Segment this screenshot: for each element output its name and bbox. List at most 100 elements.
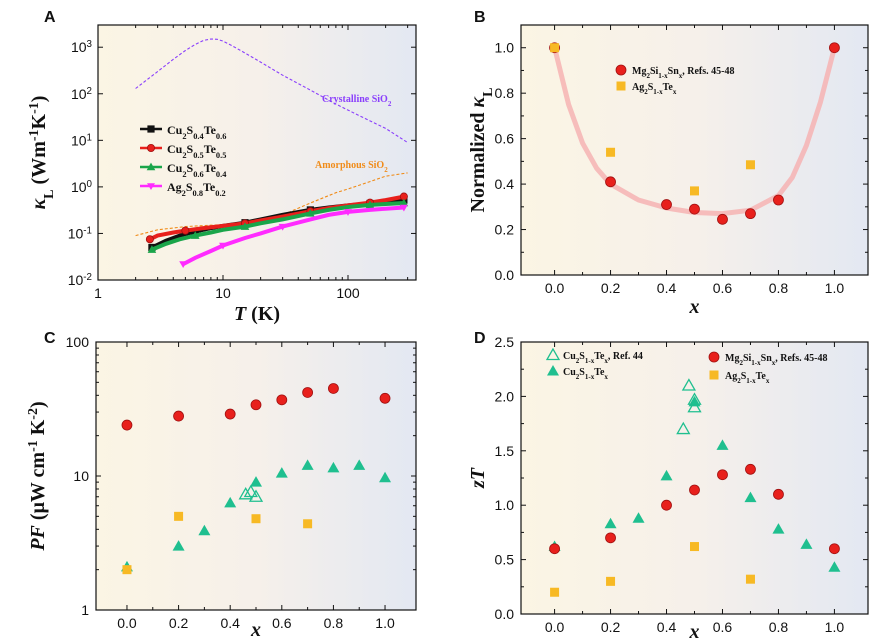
panel-b-point-mg-3 <box>689 203 700 215</box>
panel-a-annotation-crystalline: Crystalline SiO2 <box>322 94 392 108</box>
panel-d-point-0-1 <box>681 378 697 391</box>
panel-b-background <box>521 25 868 275</box>
panel-b-point-ag-1 <box>606 147 616 157</box>
panel-b-xtick-4: 0.8 <box>769 280 789 296</box>
panel-c-point-0-4 <box>276 394 288 406</box>
panel-b-point-mg-7 <box>829 42 840 54</box>
panel-b-legend-marker-ag <box>616 81 626 91</box>
panel-c-point-3-2 <box>251 514 261 524</box>
panel-a-ylabel: κL (Wm-1K-1) <box>27 96 57 210</box>
panel-d-point-2-6 <box>773 488 784 500</box>
panel-c-point-3-1 <box>174 511 184 521</box>
panel-b-ytick-5: 1.0 <box>495 40 515 56</box>
panel-a-ytick-5: 103 <box>71 39 93 56</box>
panel-c-xtick-3: 0.6 <box>272 615 292 631</box>
panel-d-legend-marker-cu <box>547 365 559 376</box>
panel-a-annotation-amorphous: Amorphous SiO2 <box>315 160 388 174</box>
panel-d-point-2-4 <box>717 469 728 481</box>
panel-d-xlabel: x <box>689 621 700 643</box>
panel-b-legend-marker-mg <box>615 64 627 76</box>
panel-b-point-mg-5 <box>745 208 756 220</box>
panel-d-point-0-0 <box>676 421 691 435</box>
panel-d-point-3-2 <box>690 542 699 552</box>
panel-d-legend-label-mg: Mg2Si1-xSnx, Refs. 45-48 <box>725 353 827 367</box>
panel-a-legend-label-4: Cu2S0.6Te0.4 <box>167 161 227 179</box>
panel-b-ytick-3: 0.6 <box>495 131 515 147</box>
panel-b-point-ag-0 <box>550 43 560 53</box>
panel-c-point-1-1 <box>172 540 185 551</box>
panel-a-series-line-3 <box>149 194 405 242</box>
panel-a-xtick-2: 100 <box>336 285 360 301</box>
panel-b-xlabel: x <box>689 296 700 318</box>
panel-c-point-1-6 <box>301 459 314 470</box>
panel-b-point-ag-2 <box>690 186 699 196</box>
panel-d-point-3-3 <box>745 574 755 584</box>
panel-b-legend-label-mg: Mg2Si1-xSnx, Refs. 45-48 <box>632 66 734 80</box>
panel-a-point-4-14 <box>399 198 409 207</box>
panel-c-point-3-3 <box>303 519 313 529</box>
panel-c-ytick-1: 10 <box>73 468 89 484</box>
panel-d-point-0-3 <box>687 392 702 405</box>
panel-c-point-1-4 <box>250 476 262 487</box>
panel-b-point-mg-1 <box>605 176 616 188</box>
panel-d-ytick-2: 1.0 <box>495 497 515 513</box>
panel-a-legend-marker-5 <box>147 183 155 190</box>
panel-c-ytick-2: 100 <box>66 334 90 350</box>
panel-b-legend-label-ag: Ag2S1-xTex <box>632 82 677 96</box>
panel-a-ytick-3: 101 <box>71 132 92 149</box>
panel-a-label: A <box>44 9 56 26</box>
panel-d-legend-label-ref44: Cu2S1-xTex, Ref. 44 <box>563 351 643 365</box>
panel-d-xtick-1: 0.2 <box>601 619 621 635</box>
panel-a-point-5-0 <box>179 261 188 269</box>
panel-d-point-3-1 <box>606 576 616 586</box>
panel-b-point-mg-4 <box>717 213 728 225</box>
panel-d-background <box>521 342 868 614</box>
panel-d-point-1-8 <box>800 538 813 549</box>
panel-a-point-5-6 <box>278 223 287 231</box>
panel-c-xtick-1: 0.2 <box>169 615 189 631</box>
panel-a-point-5-12 <box>399 204 408 212</box>
panel-c-point-1-5 <box>275 467 288 478</box>
panel-d-point-1-7 <box>772 523 785 534</box>
panel-d-legend-label-cu: Cu2S1-xTex <box>563 367 608 381</box>
panel-d-ytick-1: 0.5 <box>495 552 515 568</box>
panel-b-xtick-1: 0.2 <box>601 280 621 296</box>
panel-b-ylabel: Normalized κL <box>467 88 496 213</box>
panel-d: 0.0 0.2 0.4 0.6 0.8 1.0 0.0 0.5 1.0 1.5 2.0 2.5 Cu2S… <box>467 330 869 643</box>
panel-b-frame <box>520 24 869 276</box>
panel-c-point-0-7 <box>379 392 391 404</box>
panel-c-point-0-5 <box>302 387 314 398</box>
panel-a-series-line-4 <box>151 201 405 252</box>
panel-a-legend-label-3: Cu2S0.5Te0.5 <box>167 142 226 160</box>
panel-c-background <box>96 342 416 610</box>
panel-a-point-4-6 <box>240 222 250 230</box>
panel-c-point-0-6 <box>328 383 339 394</box>
panel-a-point-3-0 <box>145 235 154 244</box>
panel-c-point-0-2 <box>224 408 236 420</box>
panel-c-point-1-9 <box>379 471 392 483</box>
panel-c-point-0-0 <box>121 419 133 431</box>
panel-b-xtick-5: 1.0 <box>825 280 845 296</box>
panel-a-legend-label-5: Ag2S0.8Te0.2 <box>167 180 226 198</box>
panel-c-frame <box>95 341 417 611</box>
panel-b-ytick-1: 0.2 <box>495 222 515 238</box>
panel-c-ytick-0: 1 <box>81 602 89 618</box>
panel-b-ytick-0: 0.0 <box>495 267 515 283</box>
panel-a-ytick-4: 102 <box>71 85 92 102</box>
panel-c-point-0-1 <box>173 410 184 422</box>
panel-b-point-mg-6 <box>773 194 784 206</box>
panel-b-ytick-4: 0.8 <box>495 85 515 101</box>
panel-a-line-0 <box>135 38 408 143</box>
panel-b-ytick-2: 0.4 <box>495 176 515 192</box>
panel-b-label: B <box>474 9 486 26</box>
panel-d-xtick-5: 1.0 <box>825 619 845 635</box>
panel-c-point-1-7 <box>327 461 340 473</box>
panel-d-ytick-3: 1.5 <box>495 443 515 459</box>
panel-c-xtick-5: 1.0 <box>375 615 395 631</box>
panel-c-label: C <box>44 330 56 347</box>
panel-c-point-1-8 <box>353 459 366 470</box>
panel-a-legend-label-2: Cu2S0.4Te0.6 <box>167 123 226 141</box>
panel-d-point-1-1 <box>604 517 617 529</box>
panel-b-xtick-3: 0.6 <box>713 280 733 296</box>
